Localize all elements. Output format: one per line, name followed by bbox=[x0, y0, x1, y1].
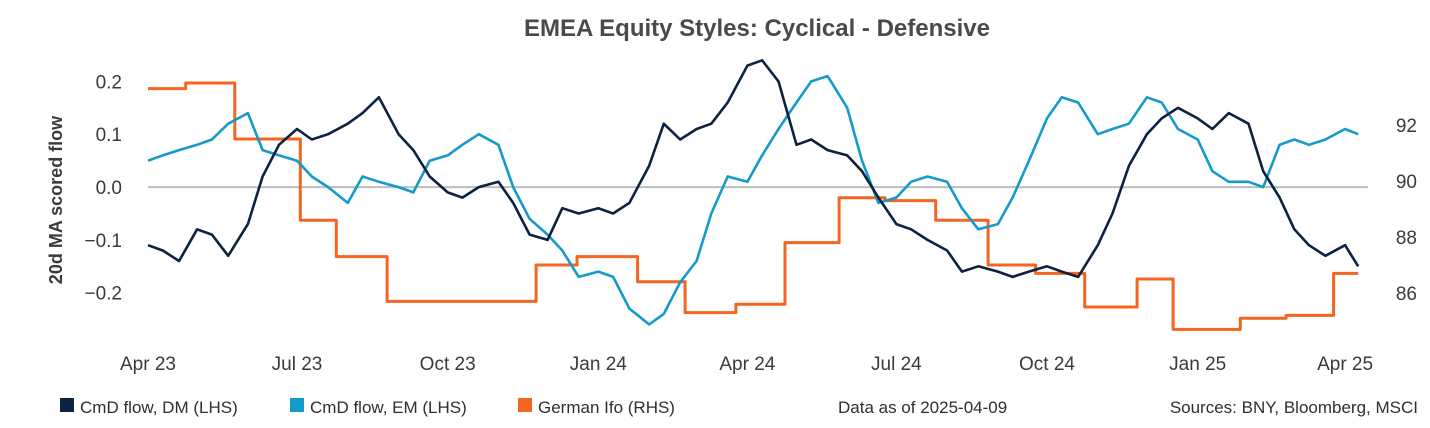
series-line-1 bbox=[147, 74, 1359, 326]
series-line-2 bbox=[148, 81, 1359, 331]
y-tick-label: 0.2 bbox=[96, 72, 122, 93]
y-axis-label: 20d MA scored flow bbox=[46, 115, 66, 284]
x-tick-label: Oct 23 bbox=[420, 354, 476, 375]
x-tick-label: Jul 24 bbox=[871, 354, 922, 375]
x-tick-label: Jan 24 bbox=[570, 354, 627, 375]
series-layer bbox=[147, 59, 1360, 331]
x-tick-label: Oct 24 bbox=[1019, 354, 1075, 375]
y-tick-label: 0.1 bbox=[96, 125, 122, 146]
y-tick-label: −0.2 bbox=[84, 284, 122, 305]
legend-swatch-1 bbox=[290, 398, 304, 412]
data-as-of: Data as of 2025-04-09 bbox=[838, 398, 1007, 417]
y-tick-label: −0.1 bbox=[84, 231, 122, 252]
tick-layer: 0.2 0.1 0.0 −0.1 −0.2 92 90 88 86 Apr 23 Jul 23 Oct… bbox=[84, 72, 1417, 375]
x-tick-label: Apr 25 bbox=[1317, 354, 1373, 375]
legend: CmD flow, DM (LHS) CmD flow, EM (LHS) Germ… bbox=[60, 398, 675, 417]
x-tick-label: Apr 24 bbox=[719, 354, 775, 375]
x-tick-label: Apr 23 bbox=[120, 354, 176, 375]
y-tick-label: 0.0 bbox=[96, 178, 122, 199]
legend-label-1: CmD flow, EM (LHS) bbox=[310, 398, 467, 417]
y2-tick-label: 86 bbox=[1396, 284, 1417, 305]
legend-swatch-0 bbox=[60, 398, 74, 412]
y2-tick-label: 88 bbox=[1396, 228, 1417, 249]
chart-title: EMEA Equity Styles: Cyclical - Defensive bbox=[524, 15, 990, 42]
legend-label-2: German Ifo (RHS) bbox=[538, 398, 675, 417]
sources-note: Sources: BNY, Bloomberg, MSCI bbox=[1170, 398, 1418, 417]
legend-swatch-2 bbox=[518, 398, 532, 412]
series-line-0 bbox=[147, 59, 1360, 279]
x-tick-label: Jul 23 bbox=[272, 354, 323, 375]
y2-tick-label: 92 bbox=[1396, 116, 1417, 137]
legend-label-0: CmD flow, DM (LHS) bbox=[80, 398, 238, 417]
y2-tick-label: 90 bbox=[1396, 172, 1417, 193]
x-tick-label: Jan 25 bbox=[1169, 354, 1226, 375]
